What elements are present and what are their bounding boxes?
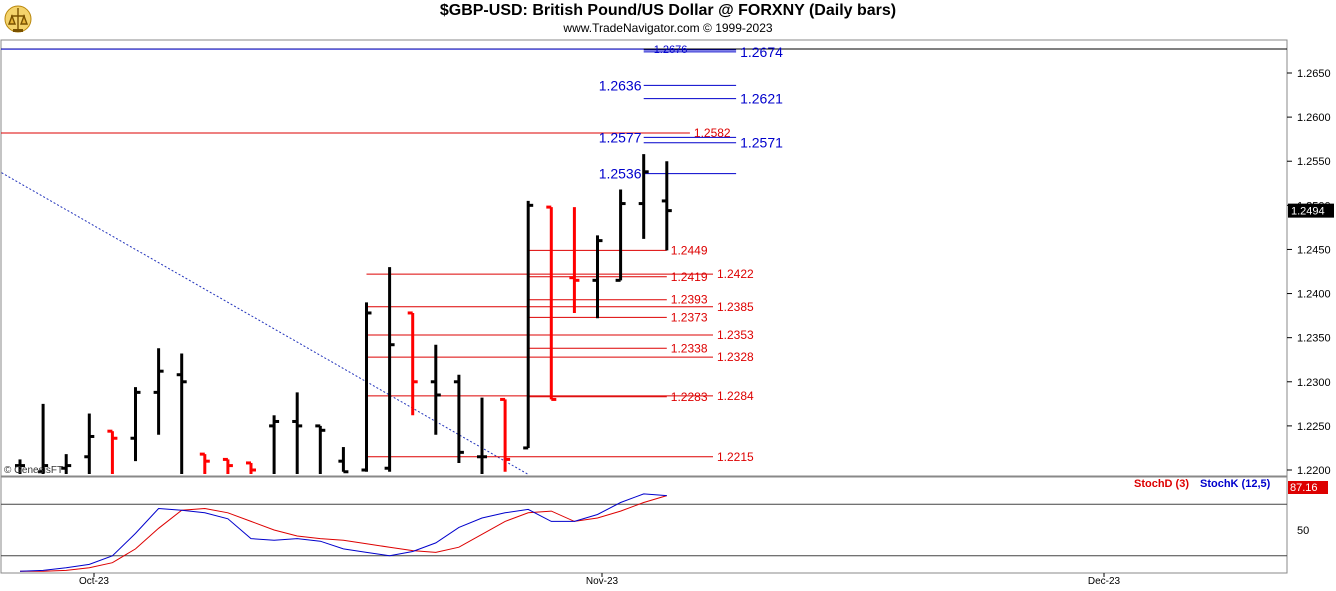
x-axis-label-0: Oct-23: [79, 576, 109, 587]
chart-title: $GBP-USD: British Pound/US Dollar @ FORX…: [439, 2, 897, 19]
price-tick-label-8: 1.2250: [1297, 421, 1331, 433]
stoch-series-1: [19, 493, 667, 572]
stochd-legend: StochD (3): [1134, 478, 1189, 490]
ohlc-bar-14: [338, 447, 349, 474]
level-label-19: 1.2283: [671, 390, 708, 404]
level-label-17: 1.2328: [717, 350, 754, 364]
level-label-10: 1.2422: [717, 267, 754, 281]
ohlc-bar-22: [523, 200, 534, 450]
level-label-4: 1.2621: [740, 91, 783, 107]
ohlc-bar-3: [84, 413, 95, 474]
ohlc-bar-7: [176, 353, 187, 474]
ohlc-bar-27: [638, 154, 649, 239]
x-axis-label-2: Dec-23: [1088, 576, 1121, 587]
ohlc-bar-15: [361, 302, 372, 472]
level-label-1: 1.2676: [654, 44, 688, 56]
level-label-14: 1.2373: [671, 310, 708, 324]
ohlc-bar-25: [592, 235, 603, 319]
stoch-series-0: [20, 495, 667, 572]
price-tick-label-9: 1.2200: [1297, 465, 1331, 477]
stoch-last-label: 87.16: [1290, 482, 1318, 494]
ohlc-bar-24: [569, 207, 580, 313]
level-label-11: 1.2419: [671, 270, 708, 284]
ohlc-bar-5: [130, 387, 141, 462]
level-label-13: 1.2385: [717, 300, 754, 314]
ohlc-bar-8: [199, 452, 210, 474]
price-tick-label-0: 1.2650: [1297, 68, 1331, 80]
level-label-7: 1.2571: [740, 135, 783, 151]
level-label-5: 1.2582: [694, 126, 731, 140]
ohlc-bar-16: [384, 267, 395, 472]
level-label-8: 1.2536: [599, 166, 642, 182]
price-tick-label-5: 1.2400: [1297, 289, 1331, 301]
level-label-16: 1.2338: [671, 341, 708, 355]
last-price-badge: [1288, 203, 1334, 218]
level-label-2: 1.2674: [740, 44, 783, 60]
chart-subtitle: www.TradeNavigator.com © 1999-2023: [563, 21, 773, 35]
level-label-15: 1.2353: [717, 328, 754, 342]
price-tick-label-4: 1.2450: [1297, 244, 1331, 256]
price-panel: [0, 39, 1288, 477]
ohlc-bar-11: [269, 415, 280, 474]
price-tick-label-2: 1.2550: [1297, 156, 1331, 168]
ohlc-bar-23: [546, 205, 557, 401]
ohlc-bar-18: [430, 344, 441, 435]
ohlc-bar-2: [61, 454, 72, 474]
ohlc-bar-9: [222, 457, 233, 474]
level-label-9: 1.2449: [671, 243, 708, 257]
stoch-tick-label-0: 50: [1297, 525, 1309, 537]
trade-navigator-logo-icon: [4, 5, 32, 33]
ohlc-bar-20: [477, 397, 487, 474]
ohlc-bar-10: [246, 461, 256, 474]
ohlc-bar-6: [153, 348, 164, 435]
ohlc-bar-19: [453, 374, 464, 463]
ohlc-bar-17: [407, 311, 418, 416]
price-tick-label-6: 1.2350: [1297, 333, 1331, 345]
ohlc-bar-26: [615, 189, 626, 282]
ohlc-bar-1: [38, 403, 49, 474]
ohlc-bar-21: [500, 397, 511, 472]
level-label-20: 1.2215: [717, 450, 754, 464]
price-tick-label-1: 1.2600: [1297, 112, 1331, 124]
level-label-18: 1.2284: [717, 389, 754, 403]
chart-header: $GBP-USD: British Pound/US Dollar @ FORX…: [0, 0, 1336, 40]
level-label-6: 1.2577: [599, 129, 642, 145]
ohlc-bar-0: [15, 459, 25, 474]
ohlc-bar-28: [661, 161, 672, 251]
last-price-label: 1.2494: [1291, 206, 1325, 218]
ohlc-bar-4: [107, 429, 118, 474]
stoch-last-badge: [1288, 481, 1328, 494]
level-label-12: 1.2393: [671, 293, 708, 307]
watermark: © GenesisFT: [4, 465, 63, 476]
ohlc-bar-12: [292, 392, 303, 474]
x-axis-label-1: Nov-23: [586, 576, 619, 587]
stochk-legend: StochK (12,5): [1200, 478, 1271, 490]
level-label-3: 1.2636: [599, 77, 642, 93]
price-tick-label-7: 1.2300: [1297, 377, 1331, 389]
ohlc-bar-13: [315, 424, 326, 474]
indicator-panel: [0, 476, 1288, 574]
